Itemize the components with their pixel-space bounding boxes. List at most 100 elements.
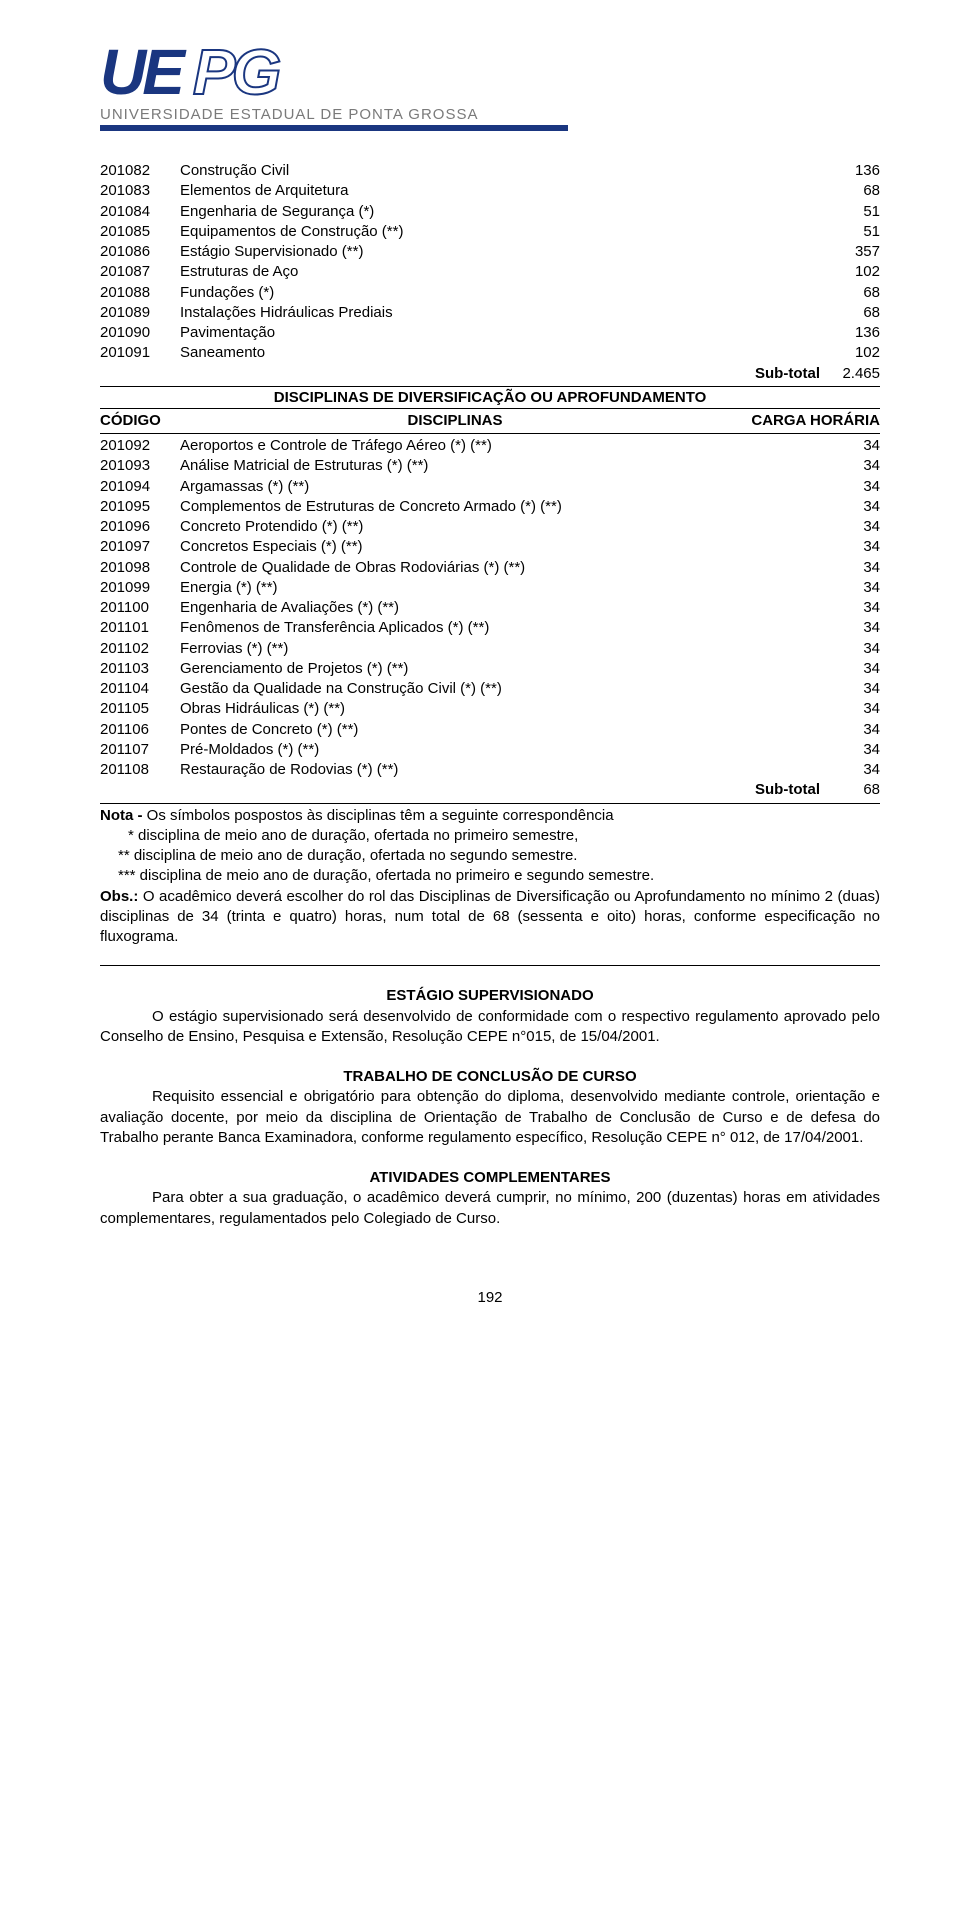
cell-name: Saneamento — [180, 343, 820, 363]
cell-code: 201101 — [100, 618, 180, 638]
cell-code: 201094 — [100, 477, 180, 497]
cell-code: 201089 — [100, 303, 180, 323]
note-header: Nota - Os símbolos pospostos às discipli… — [100, 807, 614, 824]
subtotal2-label: Sub-total — [180, 780, 820, 800]
note-obs: Obs.: O acadêmico deverá escolher do rol… — [100, 888, 880, 946]
cell-code: 201098 — [100, 558, 180, 578]
cell-name: Gestão da Qualidade na Construção Civil … — [180, 679, 820, 699]
note-line: *** disciplina de meio ano de duração, o… — [100, 866, 880, 886]
subtotal2-value: 68 — [820, 780, 880, 800]
divider — [100, 408, 880, 409]
table-row: 201105Obras Hidráulicas (*) (**)34 — [100, 699, 880, 719]
cell-load: 34 — [820, 558, 880, 578]
note-line: * disciplina de meio ano de duração, ofe… — [100, 826, 880, 846]
table-row: 201090Pavimentação136 — [100, 323, 880, 343]
cell-code: 201095 — [100, 497, 180, 517]
divider — [100, 433, 880, 434]
cell-name: Estágio Supervisionado (**) — [180, 242, 820, 262]
section-body-tcc: Requisito essencial e obrigatório para o… — [100, 1087, 880, 1148]
cell-name: Obras Hidráulicas (*) (**) — [180, 699, 820, 719]
cell-code: 201087 — [100, 262, 180, 282]
cell-load: 34 — [820, 659, 880, 679]
table-row: 201108Restauração de Rodovias (*) (**)34 — [100, 760, 880, 780]
cell-name: Ferrovias (*) (**) — [180, 639, 820, 659]
table-row: 201102Ferrovias (*) (**)34 — [100, 639, 880, 659]
divider — [100, 803, 880, 804]
cell-name: Equipamentos de Construção (**) — [180, 222, 820, 242]
cell-name: Restauração de Rodovias (*) (**) — [180, 760, 820, 780]
logo-block: UEPG UNIVERSIDADE ESTADUAL DE PONTA GROS… — [100, 40, 880, 131]
cell-name: Estruturas de Aço — [180, 262, 820, 282]
cell-load: 102 — [820, 262, 880, 282]
cell-load: 51 — [820, 202, 880, 222]
notes-block: Nota - Os símbolos pospostos às discipli… — [100, 806, 880, 948]
table-row: 201091Saneamento102 — [100, 343, 880, 363]
subtotal1-value: 2.465 — [820, 364, 880, 384]
cell-load: 34 — [820, 517, 880, 537]
table-row: 201099Energia (*) (**)34 — [100, 578, 880, 598]
cell-load: 34 — [820, 436, 880, 456]
section-body-estagio: O estágio supervisionado será desenvolvi… — [100, 1007, 880, 1048]
cell-name: Aeroportos e Controle de Tráfego Aéreo (… — [180, 436, 820, 456]
table-row: 201088Fundações (*)68 — [100, 283, 880, 303]
table-row: 201096Concreto Protendido (*) (**)34 — [100, 517, 880, 537]
cell-load: 357 — [820, 242, 880, 262]
cell-code: 201086 — [100, 242, 180, 262]
table-row: 201097Concretos Especiais (*) (**)34 — [100, 537, 880, 557]
subtotal-2: Sub-total 68 — [100, 780, 880, 800]
cell-name: Controle de Qualidade de Obras Rodoviári… — [180, 558, 820, 578]
table-row: 201085Equipamentos de Construção (**)51 — [100, 222, 880, 242]
cell-code: 201100 — [100, 598, 180, 618]
cell-code: 201105 — [100, 699, 180, 719]
table-row: 201104Gestão da Qualidade na Construção … — [100, 679, 880, 699]
cell-load: 34 — [820, 578, 880, 598]
cell-load: 34 — [820, 639, 880, 659]
subtotal1-label: Sub-total — [180, 364, 820, 384]
table-row: 201086Estágio Supervisionado (**)357 — [100, 242, 880, 262]
table-row: 201095Complementos de Estruturas de Conc… — [100, 497, 880, 517]
cell-code: 201084 — [100, 202, 180, 222]
cell-code: 201102 — [100, 639, 180, 659]
cell-name: Energia (*) (**) — [180, 578, 820, 598]
table-row: 201106Pontes de Concreto (*) (**)34 — [100, 720, 880, 740]
cell-name: Pré-Moldados (*) (**) — [180, 740, 820, 760]
cell-load: 68 — [820, 181, 880, 201]
cell-code: 201103 — [100, 659, 180, 679]
cell-load: 34 — [820, 740, 880, 760]
cell-load: 34 — [820, 477, 880, 497]
cell-code: 201090 — [100, 323, 180, 343]
table-row: 201093Análise Matricial de Estruturas (*… — [100, 456, 880, 476]
document-page: UEPG UNIVERSIDADE ESTADUAL DE PONTA GROS… — [0, 0, 960, 1366]
cell-load: 136 — [820, 161, 880, 181]
logo-row: UEPG — [100, 40, 880, 104]
logo-subtitle: UNIVERSIDADE ESTADUAL DE PONTA GROSSA — [100, 106, 880, 123]
logo-ue-text: UE — [100, 40, 181, 104]
table-row: 201107Pré-Moldados (*) (**)34 — [100, 740, 880, 760]
cell-load: 51 — [820, 222, 880, 242]
logo-pg-text: PG — [193, 40, 277, 104]
section-title-tcc: TRABALHO DE CONCLUSÃO DE CURSO — [100, 1067, 880, 1087]
cell-load: 136 — [820, 323, 880, 343]
cell-code: 201099 — [100, 578, 180, 598]
cell-code: 201096 — [100, 517, 180, 537]
cell-code: 201106 — [100, 720, 180, 740]
disciplines-table-1: 201082Construção Civil136201083Elementos… — [100, 161, 880, 364]
subtotal-1: Sub-total 2.465 — [100, 364, 880, 384]
cell-code: 201107 — [100, 740, 180, 760]
cell-code: 201093 — [100, 456, 180, 476]
logo-bar — [100, 125, 568, 131]
cell-load: 34 — [820, 679, 880, 699]
table-row: 201103Gerenciamento de Projetos (*) (**)… — [100, 659, 880, 679]
cell-name: Pavimentação — [180, 323, 820, 343]
header-name: DISCIPLINAS — [180, 411, 730, 431]
table-row: 201087Estruturas de Aço102 — [100, 262, 880, 282]
cell-name: Fenômenos de Transferência Aplicados (*)… — [180, 618, 820, 638]
cell-code: 201104 — [100, 679, 180, 699]
disciplines-header-2: CÓDIGO DISCIPLINAS CARGA HORÁRIA — [100, 411, 880, 431]
cell-code: 201091 — [100, 343, 180, 363]
cell-name: Argamassas (*) (**) — [180, 477, 820, 497]
table-row: 201082Construção Civil136 — [100, 161, 880, 181]
cell-code: 201085 — [100, 222, 180, 242]
cell-code: 201082 — [100, 161, 180, 181]
cell-name: Instalações Hidráulicas Prediais — [180, 303, 820, 323]
